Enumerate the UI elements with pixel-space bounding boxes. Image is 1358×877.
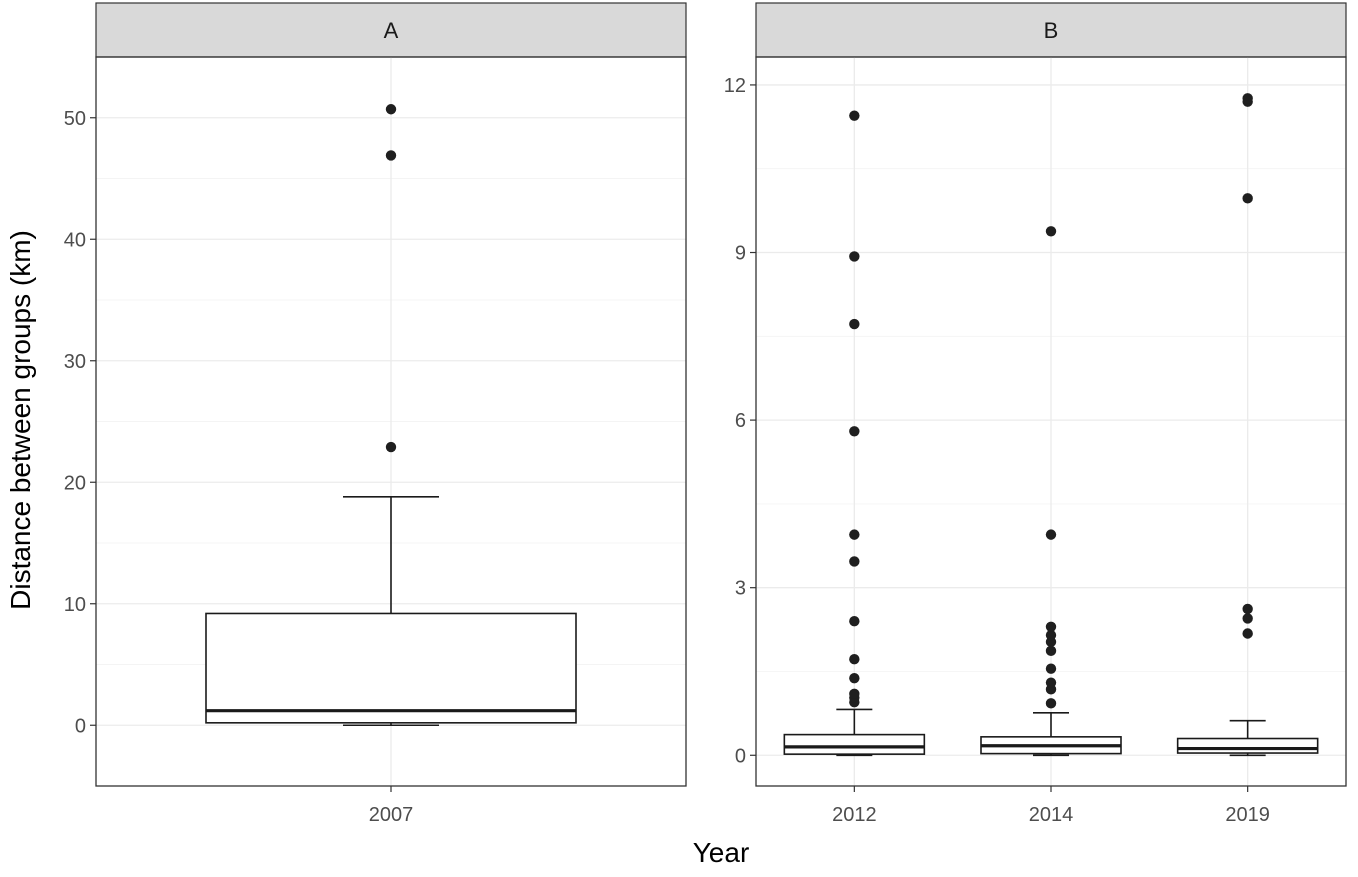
panel-label: B [1044, 18, 1059, 43]
x-axis-title: Year [693, 837, 750, 868]
outlier-point [849, 110, 860, 121]
y-tick-label: 3 [735, 578, 746, 600]
y-tick-label: 0 [75, 715, 86, 737]
outlier-point [1242, 193, 1253, 204]
outlier-point [385, 441, 397, 453]
x-tick-label: 2014 [1029, 804, 1074, 826]
y-tick-label: 50 [64, 108, 86, 130]
y-tick-label: 12 [724, 75, 746, 97]
outlier-point [1045, 226, 1057, 237]
outlier-point [849, 426, 860, 437]
outlier-point [1045, 621, 1057, 632]
y-tick-label: 6 [735, 410, 746, 432]
outlier-point [1045, 529, 1057, 540]
outlier-point [1045, 629, 1057, 641]
panel-border [755, 56, 1347, 787]
outlier-point [1045, 698, 1057, 709]
outlier-point [849, 318, 860, 330]
panel-b: B 0 3 6 9 12 2012 2014 2019 [724, 2, 1347, 826]
outlier-point [849, 529, 860, 540]
outlier-point [1242, 603, 1253, 615]
panel-border [95, 56, 687, 787]
y-tick-label: 30 [64, 351, 86, 373]
panel-strip [755, 2, 1347, 58]
y-axis-title: Distance between groups (km) [5, 230, 36, 610]
outlier-point [849, 616, 860, 627]
box-iqr [205, 612, 577, 724]
x-tick-label: 2012 [832, 804, 877, 826]
box-2014 [980, 226, 1122, 757]
y-tick-label: 0 [735, 745, 746, 767]
y-tick-label: 10 [64, 594, 86, 616]
box-2012 [783, 110, 926, 757]
outlier-point [849, 653, 860, 665]
box-iqr [1176, 737, 1319, 754]
outlier-point [385, 104, 397, 115]
outlier-point [1045, 663, 1057, 674]
outlier-point [1242, 613, 1253, 624]
panel-strip [95, 2, 687, 58]
outlier-point [1242, 628, 1253, 639]
outlier-point [849, 688, 860, 700]
outlier-point [849, 251, 860, 262]
outlier-point [849, 556, 860, 567]
outlier-point [385, 150, 397, 161]
box-2007 [205, 104, 577, 727]
x-tick-label: 2019 [1225, 804, 1270, 826]
y-tick-label: 40 [64, 229, 86, 251]
outlier-point [1045, 677, 1057, 688]
panel-a: A 0 10 20 30 40 50 2007 [64, 2, 687, 826]
y-tick-label: 9 [735, 243, 746, 265]
y-tick-label: 20 [64, 472, 86, 494]
box-iqr [783, 733, 926, 755]
box-2019 [1176, 93, 1319, 757]
outlier-point [849, 672, 860, 684]
outlier-point [1242, 93, 1253, 104]
outlier-point [1045, 645, 1057, 657]
x-tick-label: 2007 [369, 804, 414, 826]
panel-label: A [384, 18, 399, 43]
